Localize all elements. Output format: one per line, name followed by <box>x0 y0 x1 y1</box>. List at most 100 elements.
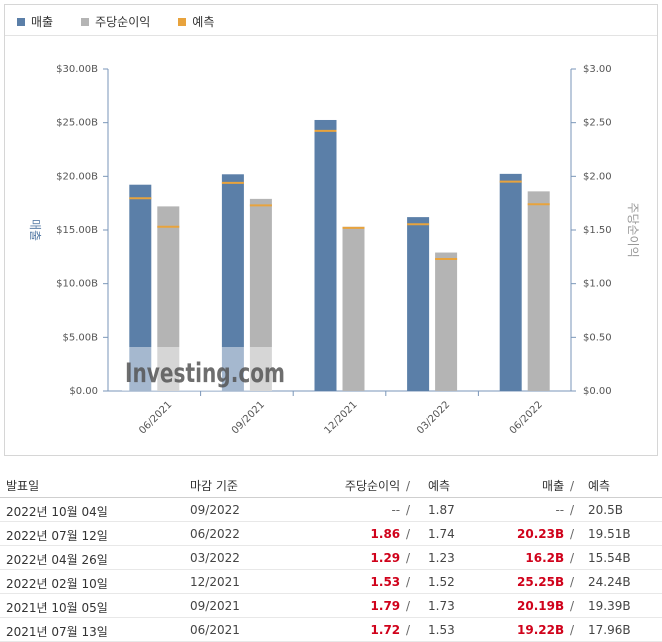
cell-eps-forecast: 1.73 <box>428 599 455 613</box>
cell-revenue-value: 25.25B <box>517 575 565 589</box>
right-tick-label: $2.50 <box>583 118 612 129</box>
right-tick-label: $0.50 <box>583 332 612 343</box>
cell-revenue-slash: / <box>566 551 574 565</box>
left-tick-label: $0.00 <box>69 386 98 397</box>
x-tick-label: 09/2021 <box>230 399 267 436</box>
cell-eps-value: 1.72 <box>370 623 401 637</box>
cell-eps-slash: / <box>402 623 410 637</box>
table-row: 2021년 10월 05일 09/2021 1.79 / 1.73 20.19B / 19… <box>0 594 662 618</box>
header-revenue[interactable]: 매출 / <box>542 477 574 494</box>
right-tick-label: $1.00 <box>583 279 612 290</box>
table-row: 2022년 10월 04일 09/2022 -- / 1.87 -- / 20.5B <box>0 498 662 522</box>
header-eps[interactable]: 주당순이익 / <box>345 477 410 494</box>
cell-revenue-value: 20.23B <box>517 527 565 541</box>
cell-period-end: 09/2021 <box>190 599 240 613</box>
cell-eps-slash: / <box>402 551 410 565</box>
left-tick-label: $20.00B <box>56 171 98 182</box>
cell-eps-forecast: 1.53 <box>428 623 455 637</box>
eps-bar <box>527 191 550 391</box>
y2-axis-label: 주당순이익 <box>626 202 640 257</box>
revenue-bar <box>407 217 430 391</box>
x-tick-label: 12/2021 <box>322 399 359 436</box>
cell-eps: 1.53 / <box>371 575 410 589</box>
right-tick-label: $2.00 <box>583 171 612 182</box>
cell-revenue-forecast: 17.96B <box>588 623 631 637</box>
header-date[interactable]: 발표일 <box>6 479 40 493</box>
x-tick-label: 06/2021 <box>137 399 174 436</box>
right-tick-label: $1.50 <box>583 225 612 236</box>
cell-eps-slash: / <box>402 527 410 541</box>
cell-revenue-value: -- <box>555 503 565 517</box>
cell-date: 2021년 10월 05일 <box>6 601 108 615</box>
revenue-bar <box>221 174 244 391</box>
eps-bar <box>435 252 458 391</box>
cell-date: 2021년 07월 13일 <box>6 625 108 639</box>
cell-eps-value: 1.53 <box>370 575 401 589</box>
chart-legend: 매출 주당순이익 예측 <box>17 13 214 30</box>
cell-date: 2022년 10월 04일 <box>6 505 108 519</box>
legend-swatch-forecast <box>178 17 187 26</box>
cell-revenue-forecast: 20.5B <box>588 503 623 517</box>
left-tick-label: $5.00B <box>63 332 99 343</box>
table-row: 2022년 02월 10일 12/2021 1.53 / 1.52 25.25B / 24… <box>0 570 662 594</box>
header-eps-forecast[interactable]: 예측 <box>428 479 451 493</box>
watermark-background <box>122 347 272 391</box>
cell-eps-forecast: 1.87 <box>428 503 455 517</box>
cell-eps-value: 1.29 <box>370 551 401 565</box>
revenue-bar <box>499 173 522 391</box>
cell-eps: 1.72 / <box>371 623 410 637</box>
header-revenue-forecast[interactable]: 예측 <box>588 479 611 493</box>
table-row: 2021년 07월 13일 06/2021 1.72 / 1.53 19.22B / 17… <box>0 618 662 642</box>
cell-eps: -- / <box>391 503 410 517</box>
cell-revenue-forecast: 19.39B <box>588 599 631 613</box>
cell-revenue-forecast: 19.51B <box>588 527 631 541</box>
chart-plot: $0.00 $5.00B $10.00B $15.00B $20.00B $25.00B $… <box>28 64 640 436</box>
cell-eps: 1.79 / <box>371 599 410 613</box>
cell-period-end: 03/2022 <box>190 551 240 565</box>
cell-date: 2022년 02월 10일 <box>6 577 108 591</box>
right-tick-label: $3.00 <box>583 64 612 75</box>
cell-eps-value: -- <box>391 503 401 517</box>
cell-period-end: 12/2021 <box>190 575 240 589</box>
table-body: 2022년 10월 04일 09/2022 -- /1.87 -- /20.5B 202… <box>0 498 662 642</box>
cell-revenue: 25.25B / <box>517 575 574 589</box>
legend-item-revenue[interactable]: 매출 <box>17 13 53 30</box>
cell-date: 2022년 04월 26일 <box>6 553 108 567</box>
header-period-end[interactable]: 마감 기준 <box>190 479 238 493</box>
cell-eps-forecast: 1.74 <box>428 527 455 541</box>
watermark-text: Investing.com <box>125 358 285 389</box>
legend-divider <box>5 35 657 36</box>
earnings-chart: 매출 주당순이익 예측 $0.00 $5.00B $10.00B $15.00B $20… <box>4 4 658 456</box>
cell-eps-slash: / <box>402 503 410 517</box>
cell-revenue: 20.19B / <box>517 599 574 613</box>
header-eps-label: 주당순이익 <box>344 479 401 493</box>
cell-eps-slash: / <box>402 575 410 589</box>
left-tick-label: $30.00B <box>56 64 98 75</box>
cell-period-end: 09/2022 <box>190 503 240 517</box>
y-axis-label: 매출 <box>28 219 42 241</box>
cell-revenue-slash: / <box>566 575 574 589</box>
cell-revenue: 16.2B / <box>525 551 574 565</box>
header-eps-slash: / <box>405 479 410 493</box>
cell-revenue: 19.22B / <box>517 623 574 637</box>
left-tick-label: $10.00B <box>56 279 98 290</box>
eps-bar <box>249 198 272 391</box>
cell-revenue-value: 16.2B <box>525 551 565 565</box>
cell-revenue-value: 20.19B <box>517 599 565 613</box>
legend-label-eps: 주당순이익 <box>95 15 151 29</box>
legend-item-forecast[interactable]: 예측 <box>178 13 214 30</box>
earnings-table: 발표일 마감 기준 주당순이익 / 예측 매출 / 예측 2022년 10월 0… <box>0 472 662 642</box>
revenue-bar <box>129 184 152 391</box>
cell-eps-forecast: 1.52 <box>428 575 455 589</box>
cell-revenue-slash: / <box>566 527 574 541</box>
cell-eps-forecast: 1.23 <box>428 551 455 565</box>
cell-revenue-slash: / <box>566 599 574 613</box>
cell-revenue: -- / <box>555 503 574 517</box>
table-row: 2022년 04월 26일 03/2022 1.29 / 1.23 16.2B / 15.… <box>0 546 662 570</box>
cell-revenue-slash: / <box>566 503 574 517</box>
legend-item-eps[interactable]: 주당순이익 <box>81 13 150 30</box>
cell-period-end: 06/2021 <box>190 623 240 637</box>
cell-eps: 1.86 / <box>371 527 410 541</box>
cell-revenue-forecast: 15.54B <box>588 551 631 565</box>
cell-revenue-forecast: 24.24B <box>588 575 631 589</box>
